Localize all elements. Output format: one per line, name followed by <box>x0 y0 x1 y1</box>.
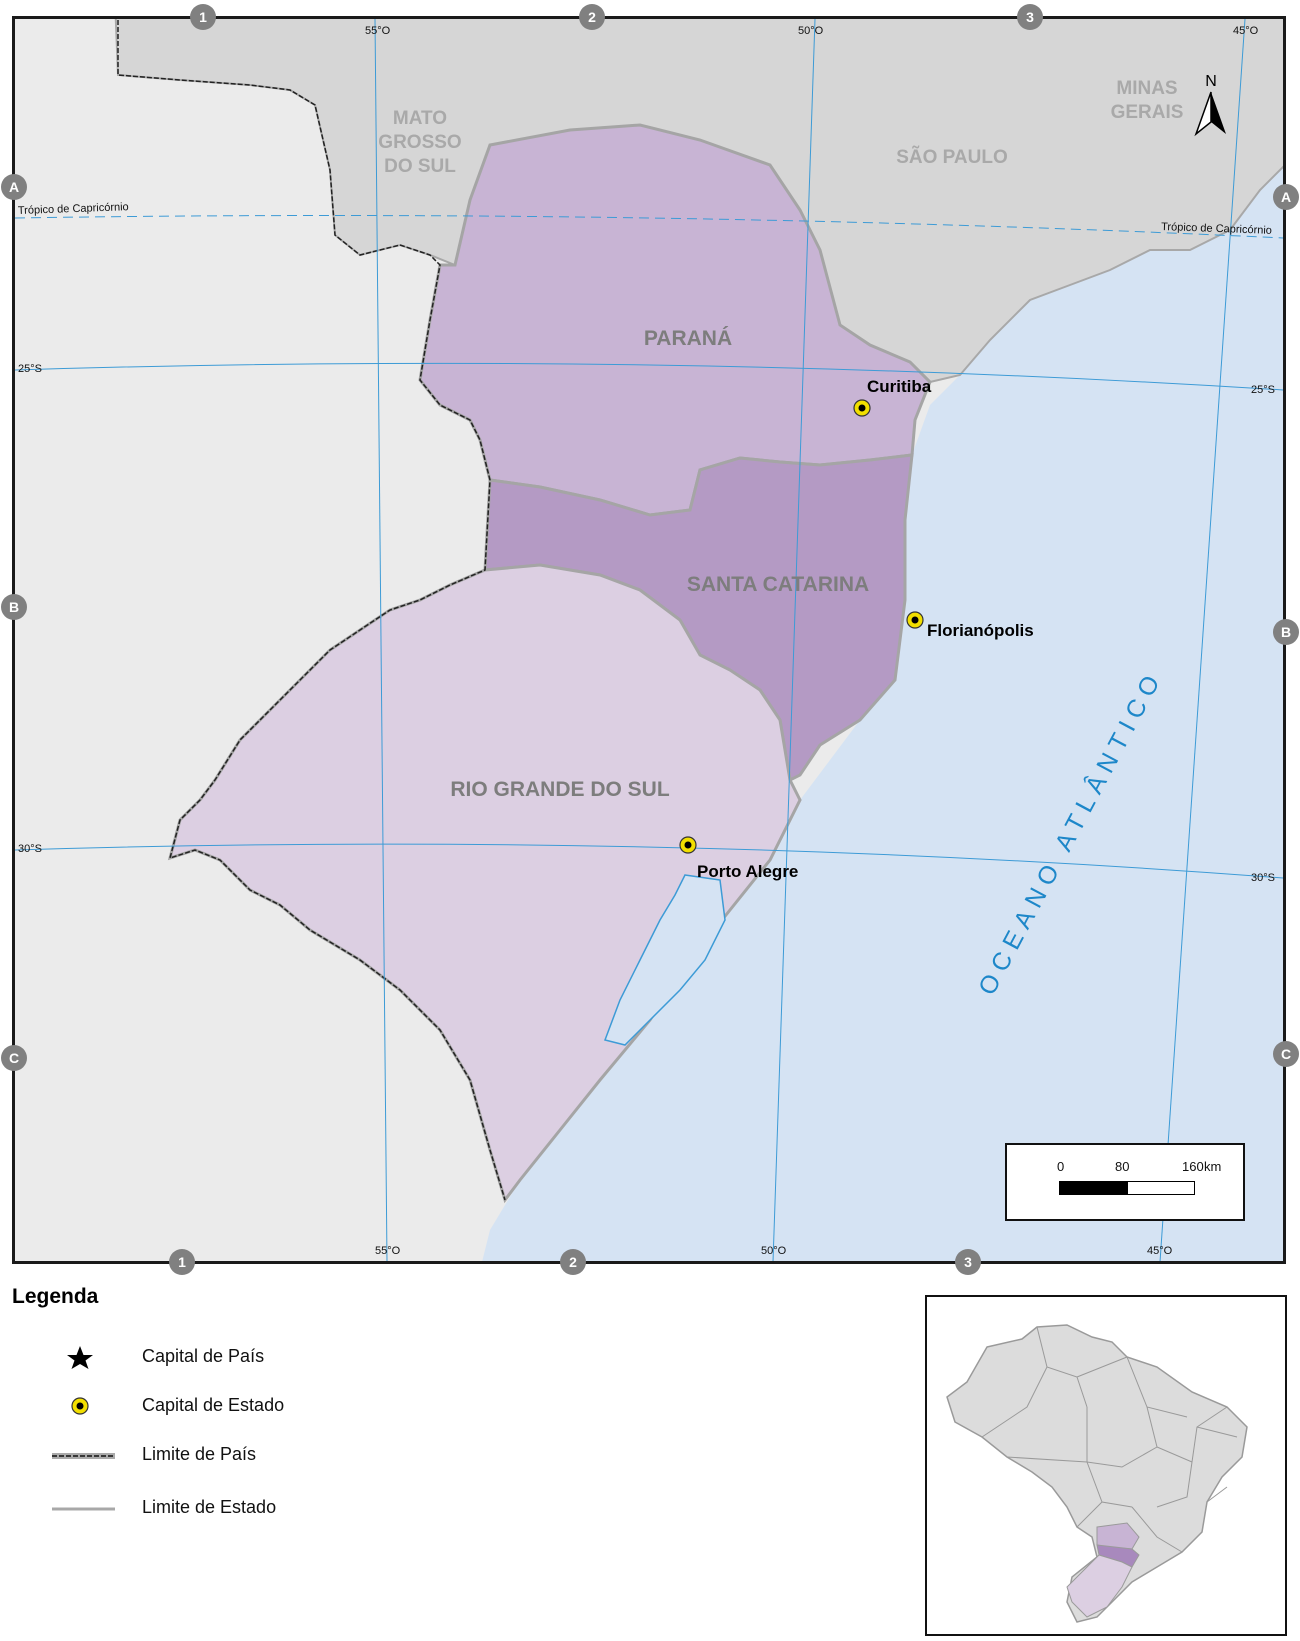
legend-label: Capital de País <box>142 1346 265 1366</box>
legend: Legenda Capital de País Capital de Estad… <box>12 1285 612 1615</box>
legend-item-state-capital: Capital de Estado <box>12 1391 512 1421</box>
inset-map-brazil <box>925 1295 1287 1636</box>
legend-item-state-border: Limite de Estado <box>12 1493 512 1523</box>
scale-label-160: 160 <box>1182 1159 1204 1174</box>
legend-item-country-capital: Capital de País <box>12 1342 512 1372</box>
inset-map-canvas <box>946 1324 1248 1623</box>
scale-label-0: 0 <box>1057 1159 1065 1174</box>
map-frame <box>12 16 1286 1264</box>
brazil-state-lines <box>981 1326 1238 1553</box>
scale-label-80: 80 <box>1115 1159 1130 1174</box>
legend-label: Limite de País <box>142 1444 257 1464</box>
legend-label: Limite de Estado <box>142 1497 277 1517</box>
scale-unit: km <box>1204 1159 1222 1174</box>
scale-bar-black-segment <box>1059 1181 1129 1195</box>
scale-bar-white-segment <box>1127 1181 1195 1195</box>
scale-bar: 0 80 160 km <box>1005 1143 1245 1221</box>
inset-rio-grande-do-sul <box>1066 1554 1133 1618</box>
legend-item-country-border: Limite de País <box>12 1440 512 1470</box>
state-border-line-icon <box>52 1507 115 1511</box>
state-capital-icon <box>71 1397 89 1415</box>
legend-label: Capital de Estado <box>142 1395 285 1415</box>
star-icon <box>67 1346 93 1369</box>
legend-title: Legenda <box>12 1285 99 1308</box>
brazil-outline <box>946 1324 1248 1623</box>
country-border-line-icon <box>52 1453 115 1459</box>
